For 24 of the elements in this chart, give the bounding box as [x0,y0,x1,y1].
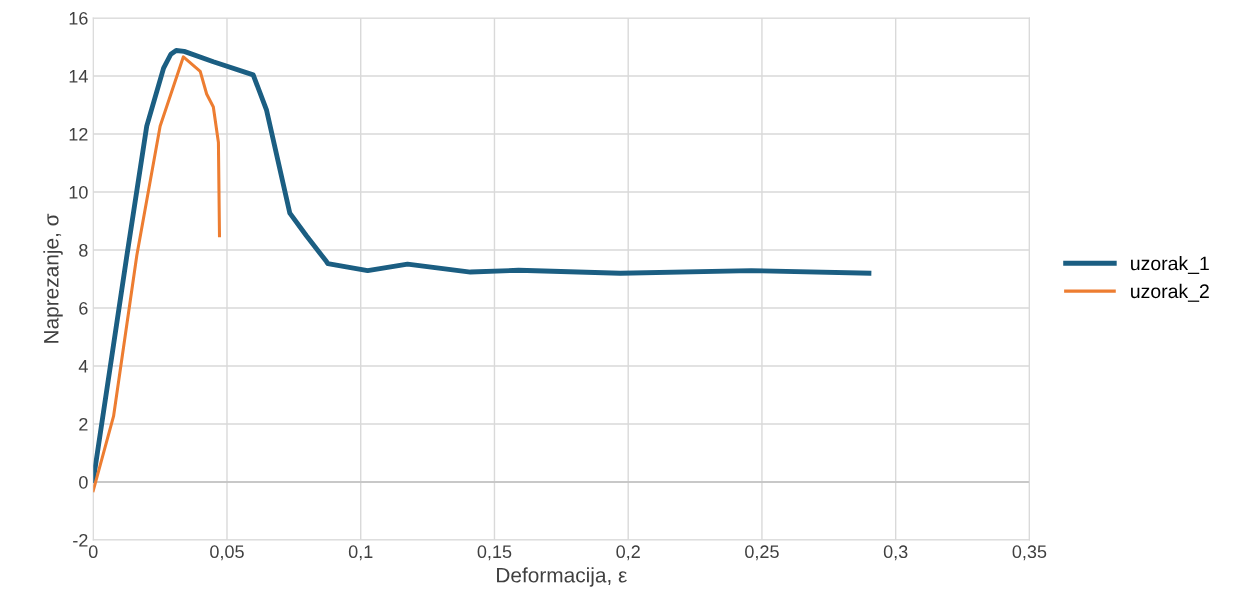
x-tick-label: 0,2 [616,545,640,561]
y-tick-label: 6 [79,301,88,315]
x-tick-label: 0,3 [883,545,908,561]
line-series [93,48,872,483]
x-tick-label: 0,1 [348,545,373,561]
x-axis-title: Deformacija, ε [497,567,627,587]
y-tick-label: 2 [79,417,88,431]
y-tick-label: 12 [69,127,88,141]
y-tick-label: 16 [69,11,88,25]
x-tick-label: 0,15 [477,545,512,561]
y-tick-label: 14 [69,70,88,83]
legend-label: uzorak_2 [1131,283,1209,302]
y-tick-label: 0 [79,475,88,489]
x-tick-label: 0,05 [210,545,244,561]
x-tick-label: 0,25 [745,545,779,561]
y-tick-label: 4 [78,360,88,373]
y-tick-label: 10 [69,185,88,199]
y-tick-label: -2 [73,533,88,547]
x-tick-label: 0 [88,545,98,559]
y-tick-label: 8 [79,243,88,257]
line-series [93,55,222,493]
legend-label: uzorak_1 [1131,256,1209,274]
y-axis-title: Naprezanje, σ [43,213,63,343]
x-tick-label: 0,35 [1012,545,1047,561]
